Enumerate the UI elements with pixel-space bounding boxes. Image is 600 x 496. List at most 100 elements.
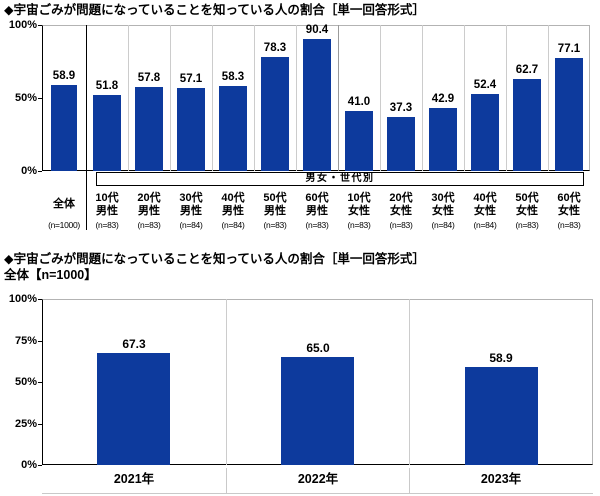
chart1-y-tick-mark — [38, 25, 42, 26]
chart1-category-line: 女性 — [390, 205, 412, 217]
chart1-category-label: 60代 女性 (n=83) — [548, 191, 590, 231]
chart1-category-text: 40代 女性 — [473, 191, 496, 219]
chart2-year-label: 2021年 — [113, 472, 155, 486]
chart2-year-label: 2023年 — [480, 472, 522, 486]
chart1-category-line: 女性 — [432, 205, 454, 217]
chart2-y-tick-label: 0% — [21, 459, 37, 471]
chart1-sample-size: (n=83) — [515, 220, 539, 230]
chart1-category-line: 60代 — [557, 191, 581, 204]
chart1-bar-value-label: 90.4 — [305, 24, 329, 36]
chart1-category-text: 30代 女性 — [431, 191, 454, 219]
chart1-column-divider — [212, 25, 213, 171]
chart1-column-divider — [296, 25, 297, 171]
chart1-category-text: 全体 — [53, 191, 75, 219]
chart1-category-label: 10代 女性 (n=83) — [338, 191, 380, 231]
chart1-category-line: 10代 — [347, 191, 371, 204]
chart1-bar — [513, 79, 541, 171]
chart1-column-divider — [506, 25, 507, 171]
chart1-sample-size: (n=84) — [221, 220, 245, 230]
chart1-category-line: 60代 — [305, 191, 329, 204]
chart2-bar-value-label: 65.0 — [306, 341, 330, 355]
chart2-bar — [97, 353, 170, 465]
chart1-category-label: 10代 男性 (n=83) — [86, 191, 128, 231]
chart1-sample-size: (n=1000) — [48, 220, 80, 230]
chart1-category-label: 50代 女性 (n=83) — [506, 191, 548, 231]
chart1-bar-value-label: 62.7 — [515, 64, 539, 76]
chart1-category-label: 全体 (n=1000) — [42, 191, 86, 230]
chart2-bar-value-label: 67.3 — [122, 337, 146, 351]
chart2-bar — [465, 367, 538, 465]
chart1-bar-value-label: 57.1 — [179, 73, 203, 85]
chart1-category-line: 40代 — [473, 191, 497, 204]
chart1-category-line: 女性 — [348, 205, 370, 217]
chart2-label-row-bottom-border — [42, 493, 593, 494]
chart1-category-line: 女性 — [516, 205, 538, 217]
chart1-bar — [93, 95, 121, 171]
chart1-bar-value-label: 78.3 — [263, 42, 287, 54]
chart2-bar — [281, 357, 354, 465]
chart1-bar-value-label: 58.3 — [221, 71, 245, 83]
chart1-bar — [555, 58, 583, 171]
chart2-y-tick-label: 75% — [14, 335, 37, 347]
chart2-y-tick-mark — [38, 465, 42, 466]
chart1-category-label: 20代 女性 (n=83) — [380, 191, 422, 231]
chart1-bar — [429, 108, 457, 171]
chart2-column-divider — [226, 299, 227, 465]
chart1-sample-size: (n=83) — [137, 220, 161, 230]
chart1-category-label: 30代 男性 (n=84) — [170, 191, 212, 231]
chart1-bar-value-label: 51.8 — [95, 80, 119, 92]
chart2-bar-value-label: 58.9 — [489, 351, 513, 365]
chart1-bar-value-label: 42.9 — [431, 93, 455, 105]
chart1-category-line: 10代 — [95, 191, 119, 204]
chart1-category-label: 20代 男性 (n=83) — [128, 191, 170, 231]
chart1-category-line: 男性 — [138, 205, 160, 217]
chart1-column-divider — [128, 25, 129, 171]
chart1-category-text: 10代 女性 — [347, 191, 370, 219]
chart1-bar — [51, 85, 77, 171]
chart2-y-tick-mark — [38, 341, 42, 342]
chart1-bar — [303, 39, 331, 171]
chart1-category-label: 50代 男性 (n=83) — [254, 191, 296, 231]
chart1-category-line: 30代 — [431, 191, 455, 204]
chart1-column-divider — [380, 25, 381, 171]
chart1-category-text: 10代 男性 — [95, 191, 118, 219]
chart1-y-tick-label: 50% — [14, 92, 37, 104]
chart1-sample-size: (n=84) — [179, 220, 203, 230]
chart1-category-label: 40代 男性 (n=84) — [212, 191, 254, 231]
chart1-category-line: 男性 — [264, 205, 286, 217]
chart1-sample-size: (n=83) — [557, 220, 581, 230]
chart2-year-label: 2022年 — [297, 472, 339, 486]
chart1-sample-size: (n=83) — [263, 220, 287, 230]
chart1-gender-divider — [338, 25, 339, 171]
chart2-y-tick-mark — [38, 299, 42, 300]
chart1-category-label: 40代 女性 (n=84) — [464, 191, 506, 231]
chart1-column-divider — [548, 25, 549, 171]
chart1-category-line: 女性 — [558, 205, 580, 217]
chart1-category-text: 30代 男性 — [179, 191, 202, 219]
chart1-bar-value-label: 58.9 — [52, 70, 76, 82]
chart1-bar — [261, 57, 289, 171]
chart1-sample-size: (n=83) — [95, 220, 119, 230]
chart1-bar-value-label: 37.3 — [389, 102, 413, 114]
chart2-y-tick-label: 50% — [14, 376, 37, 388]
chart2-subtitle: 全体【n=1000】 — [4, 268, 97, 282]
chart2-y-tick-label: 100% — [8, 293, 37, 305]
chart1-category-line: 50代 — [263, 191, 287, 204]
chart1-category-line: 男性 — [180, 205, 202, 217]
chart1-column-divider — [422, 25, 423, 171]
chart1-bar-value-label: 57.8 — [137, 72, 161, 84]
chart1-bar-value-label: 52.4 — [473, 79, 497, 91]
chart1-category-line: 男性 — [222, 205, 244, 217]
chart1-category-text: 20代 男性 — [137, 191, 160, 219]
chart1-bar — [219, 86, 247, 171]
chart1-bar — [135, 87, 163, 171]
chart1-category-label: 60代 男性 (n=83) — [296, 191, 338, 231]
chart1-category-text: 50代 女性 — [515, 191, 538, 219]
chart1-y-tick-label: 0% — [21, 165, 37, 177]
chart1-category-text: 50代 男性 — [263, 191, 286, 219]
chart1-bar — [345, 111, 373, 171]
chart1-category-line: 全体 — [53, 198, 75, 211]
chart1-bar — [177, 88, 205, 171]
chart1-column-divider — [254, 25, 255, 171]
